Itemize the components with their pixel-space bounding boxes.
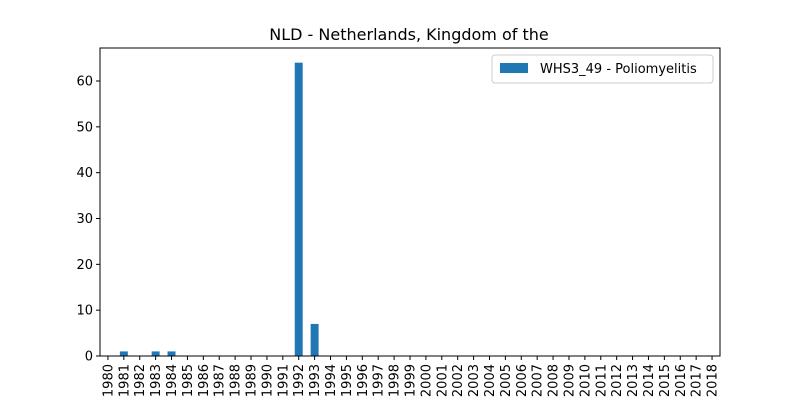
x-tick-label: 2001 (435, 364, 450, 397)
chart-title: NLD - Netherlands, Kingdom of the (269, 25, 548, 44)
bar-1981 (119, 351, 128, 356)
x-tick-label: 2006 (515, 364, 530, 397)
legend-box (491, 54, 714, 84)
x-tick-label: 2018 (706, 364, 721, 397)
x-tick-label: 2014 (642, 364, 657, 397)
x-tick-label: 2003 (467, 364, 482, 397)
x-axis: 1980 1981 1982 1983 1984 1985 1986 1987 1988 1989… (101, 356, 721, 397)
x-tick-label: 1991 (276, 364, 291, 397)
plot-frame (99, 47, 721, 357)
bar-1992 (294, 62, 303, 357)
x-tick-label: 1998 (388, 364, 403, 397)
x-tick-label: 1986 (197, 364, 212, 397)
x-tick-label: 2011 (594, 364, 609, 397)
x-tick-label: 1997 (372, 364, 387, 397)
x-tick-label: 2013 (626, 364, 641, 397)
y-tick-label: 40 (76, 166, 93, 181)
y-tick-label: 60 (76, 75, 93, 90)
bar-1993 (310, 323, 319, 356)
x-tick-label: 1999 (404, 364, 419, 397)
x-tick-label: 2010 (578, 364, 593, 397)
x-tick-label: 1988 (229, 364, 244, 397)
y-tick-label: 10 (76, 304, 93, 319)
x-tick-label: 1989 (245, 364, 260, 397)
x-tick-label: 1983 (149, 364, 164, 397)
x-tick-label: 2004 (483, 364, 498, 397)
legend-swatch (500, 63, 528, 73)
x-tick-label: 2017 (690, 364, 705, 397)
bar-1983 (151, 351, 160, 356)
bar-1984 (167, 351, 176, 356)
y-tick-label: 0 (85, 350, 93, 365)
x-tick-label: 1987 (213, 364, 228, 397)
x-tick-label: 1996 (356, 364, 371, 397)
x-tick-label: 2015 (658, 364, 673, 397)
x-tick-label: 1982 (133, 364, 148, 397)
x-tick-label: 1980 (101, 364, 116, 397)
x-tick-label: 1990 (260, 364, 275, 397)
x-tick-label: 2009 (562, 364, 577, 397)
x-tick-label: 2005 (499, 364, 514, 397)
y-tick-label: 30 (76, 212, 93, 227)
x-tick-label: 2016 (674, 364, 689, 397)
x-tick-label: 1995 (340, 364, 355, 397)
x-tick-label: 2012 (610, 364, 625, 397)
y-axis: 0 10 20 30 40 50 60 (76, 75, 100, 365)
x-tick-label: 1994 (324, 364, 339, 397)
x-tick-label: 1992 (292, 364, 307, 397)
legend-label: WHS3_49 - Poliomyelitis (540, 62, 697, 77)
x-tick-label: 2008 (547, 364, 562, 397)
x-tick-label: 1993 (308, 364, 323, 397)
x-tick-label: 2000 (419, 364, 434, 397)
x-tick-label: 2002 (451, 364, 466, 397)
x-tick-label: 1981 (117, 364, 132, 397)
legend: WHS3_49 - Poliomyelitis (491, 54, 714, 84)
x-tick-label: 2007 (531, 364, 546, 397)
y-tick-label: 20 (76, 258, 93, 273)
x-tick-label: 1984 (165, 364, 180, 397)
y-tick-label: 50 (76, 120, 93, 135)
bars-group (119, 62, 319, 357)
x-tick-label: 1985 (181, 364, 196, 397)
